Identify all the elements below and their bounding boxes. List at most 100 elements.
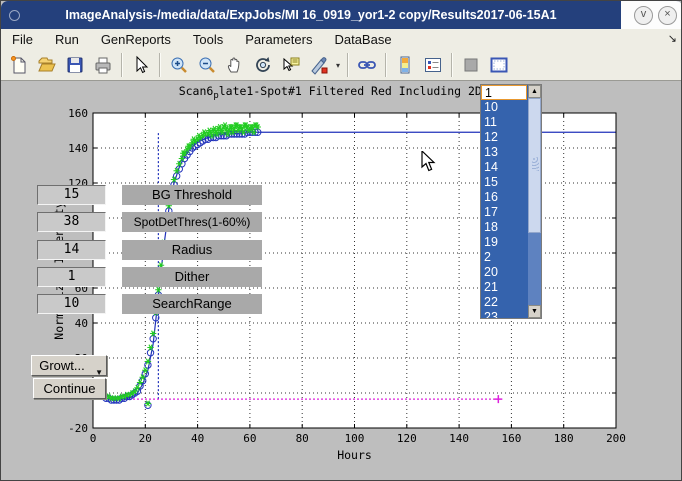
zoom-out-icon (199, 57, 215, 73)
param-label-dither: Dither (122, 267, 262, 287)
menu-item-tools[interactable]: Tools (192, 32, 224, 47)
title-bar[interactable]: ImageAnalysis-/media/data/ExpJobs/MI 16_… (1, 1, 681, 29)
toolbar-separator (159, 53, 161, 77)
growth-model-dropdown[interactable]: Growt... ▼ (31, 355, 107, 377)
list-item[interactable]: 2 (484, 250, 491, 264)
zoom-in-icon (171, 57, 187, 73)
pointer-button[interactable] (128, 52, 154, 78)
list-item[interactable]: 18 (484, 220, 498, 234)
rotate-3d-icon (256, 57, 270, 72)
rotate-3d-button[interactable] (250, 52, 276, 78)
plot-tools-window-icon (490, 57, 508, 73)
series-baseline (93, 395, 503, 404)
list-item[interactable]: 17 (484, 205, 498, 219)
menu-item-file[interactable]: File (12, 32, 33, 47)
param-input-spotdetthres-1-60-[interactable]: 38 (37, 212, 106, 232)
x-tick-label: 140 (449, 432, 469, 445)
shade-button[interactable]: v (634, 5, 653, 25)
menu-item-run[interactable]: Run (54, 32, 79, 47)
new-file-button[interactable] (6, 52, 32, 78)
y-tick-label: 160 (68, 107, 88, 120)
param-input-radius[interactable]: 14 (37, 240, 106, 260)
list-item[interactable]: 13 (484, 145, 498, 159)
window-title: ImageAnalysis-/media/data/ExpJobs/MI 16_… (65, 8, 557, 22)
save-icon (67, 57, 83, 73)
y-tick-label: 140 (68, 142, 88, 155)
menu-grip-icon[interactable]: ↘ (667, 33, 677, 45)
open-file-icon (38, 57, 56, 72)
gray-square-icon (464, 58, 478, 72)
scroll-up-icon[interactable]: ▲ (528, 85, 541, 98)
param-label-spotdetthres-1-60-: SpotDetThres(1-60%) (122, 212, 262, 232)
brush-icon (311, 57, 328, 75)
param-label-searchrange: SearchRange (122, 294, 262, 314)
legend-button[interactable] (420, 52, 446, 78)
x-tick-label: 60 (243, 432, 256, 445)
mouse-cursor (421, 149, 437, 178)
zoom-in-button[interactable] (166, 52, 192, 78)
menu-item-database[interactable]: DataBase (334, 32, 392, 47)
open-file-button[interactable] (34, 52, 60, 78)
listbox-items: 1 10 11 12 13 14 15 16 17 18 19 2 20 21 22 23 (481, 85, 541, 319)
figure-area: 020406080100120140160180200-200204060801… (1, 81, 681, 480)
chevron-down-icon: ▼ (95, 368, 103, 377)
link-plots-icon (358, 61, 376, 69)
list-item[interactable]: 14 (484, 160, 498, 174)
x-tick-label: 160 (501, 432, 521, 445)
zoom-out-button[interactable] (194, 52, 220, 78)
x-tick-label: 180 (554, 432, 574, 445)
x-tick-label: 120 (397, 432, 417, 445)
data-cursor-button[interactable] (278, 52, 304, 78)
growth-model-dropdown-label: Growt... (39, 358, 85, 373)
list-item[interactable]: 21 (484, 280, 498, 294)
param-label-bg-threshold: BG Threshold (122, 185, 262, 205)
list-item[interactable]: 12 (484, 130, 498, 144)
param-input-dither[interactable]: 1 (37, 267, 106, 287)
menu-item-genreports[interactable]: GenReports (100, 32, 171, 47)
toolbar-separator (451, 53, 453, 77)
continue-button[interactable]: Continue (33, 378, 106, 399)
y-tick-label: -20 (68, 422, 88, 435)
menu-item-parameters[interactable]: Parameters (245, 32, 313, 47)
list-item[interactable]: 11 (484, 115, 497, 129)
list-item[interactable]: 15 (484, 175, 498, 189)
colorbar-button[interactable] (392, 52, 418, 78)
spot-number-listbox[interactable]: 1 10 11 12 13 14 15 16 17 18 19 2 20 21 22 23 ▲ ▼ (480, 84, 542, 319)
plot-tools-window-button[interactable] (486, 52, 512, 78)
param-label-radius: Radius (122, 240, 262, 260)
window-menu-icon[interactable] (9, 10, 20, 21)
link-plots-button[interactable] (354, 52, 380, 78)
y-tick-label: 40 (75, 317, 88, 330)
window-controls: v × (621, 1, 681, 29)
brush-button[interactable] (306, 52, 332, 78)
close-button[interactable]: × (658, 5, 677, 25)
brush-caret-icon[interactable]: ▾ (335, 60, 340, 70)
list-item[interactable]: 20 (484, 265, 498, 279)
list-item[interactable]: 23 (484, 310, 498, 319)
list-item[interactable]: 16 (484, 190, 498, 204)
list-item[interactable]: 1 (481, 85, 527, 100)
legend-icon (425, 58, 441, 72)
toolbar: ▾ (1, 50, 681, 81)
param-input-bg-threshold[interactable]: 15 (37, 185, 106, 205)
x-axis-label: Hours (337, 448, 372, 462)
plot-title: Scan6plate1-Spot#1 Filtered Red Includin… (179, 84, 531, 101)
toolbar-separator (385, 53, 387, 77)
pointer-icon (136, 55, 149, 74)
listbox-scrollbar[interactable]: ▲ ▼ (528, 85, 541, 318)
print-icon (95, 57, 111, 74)
list-item[interactable]: 10 (484, 100, 498, 114)
print-button[interactable] (90, 52, 116, 78)
list-item[interactable]: 19 (484, 235, 498, 249)
colorbar-icon (400, 56, 410, 74)
param-input-searchrange[interactable]: 10 (37, 294, 106, 314)
gray-square-button[interactable] (458, 52, 484, 78)
save-button[interactable] (62, 52, 88, 78)
x-tick-label: 200 (606, 432, 626, 445)
scrollbar-thumb[interactable] (528, 98, 541, 233)
list-item[interactable]: 22 (484, 295, 498, 309)
scroll-down-icon[interactable]: ▼ (528, 305, 541, 318)
menu-bar: File Run GenReports Tools Parameters DataBase… (1, 29, 681, 51)
pan-hand-button[interactable] (222, 52, 248, 78)
